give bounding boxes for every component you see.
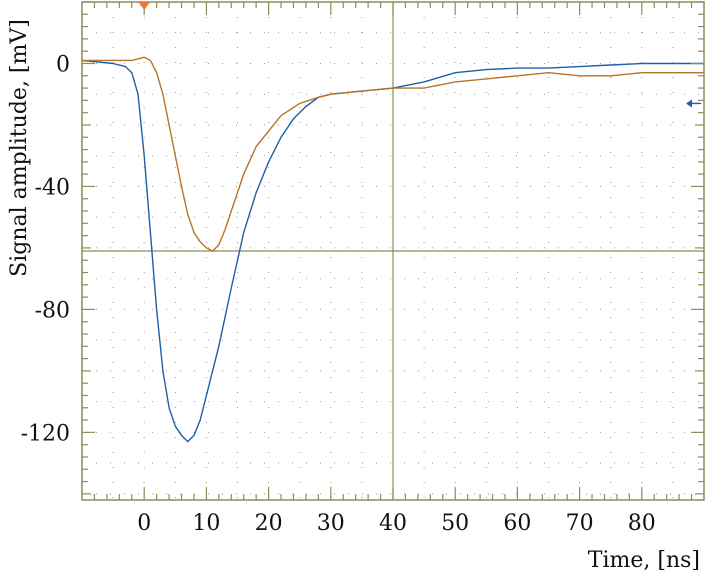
y-tick-label: 0 — [56, 52, 70, 77]
y-tick-label: -40 — [35, 175, 70, 200]
x-tick-label: 0 — [137, 511, 151, 536]
x-tick-label: 40 — [379, 511, 407, 536]
x-axis-title: Time, [ns] — [588, 548, 700, 573]
series-1-line — [81, 59, 704, 443]
x-tick-label: 30 — [317, 511, 345, 536]
tick-labels: 0 10 20 30 40 50 60 70 80 0 -40 -80 -120 — [21, 52, 656, 536]
plot-frame — [81, 1, 705, 501]
series-2-line — [82, 56, 704, 252]
x-tick-label: 50 — [441, 511, 469, 536]
markers — [138, 2, 701, 108]
y-tick-label: -120 — [21, 421, 70, 446]
y-axis-title: Signal amplitude, [mV] — [7, 19, 32, 277]
series-layer — [81, 56, 704, 443]
trigger-marker-icon — [138, 2, 151, 10]
grid — [82, 2, 704, 500]
x-tick-label: 70 — [566, 511, 594, 536]
x-tick-label: 20 — [255, 511, 283, 536]
x-tick-label: 60 — [503, 511, 531, 536]
y-tick-label: -80 — [35, 298, 70, 323]
x-tick-label: 80 — [628, 511, 656, 536]
x-tick-label: 10 — [192, 511, 220, 536]
level-marker-arrowhead — [686, 99, 692, 108]
